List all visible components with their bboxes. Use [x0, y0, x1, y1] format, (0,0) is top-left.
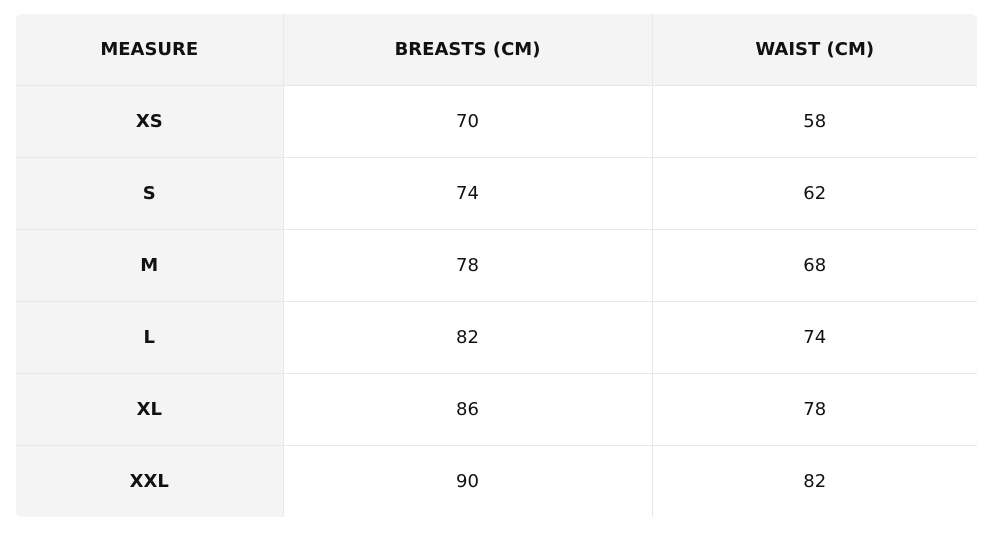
table-cell: 82	[803, 471, 827, 492]
size-label: XXL	[16, 445, 284, 517]
table-cell: 86	[283, 373, 653, 446]
header-cell: WAIST (CM)	[652, 14, 977, 86]
table-cell: 74	[283, 157, 653, 230]
table-cell: 68	[652, 229, 977, 302]
table-cell: 62	[652, 157, 977, 230]
table-row: XXL 90 82	[16, 445, 977, 517]
header-row: MEASURE BREASTS (CM) WAIST (CM)	[16, 14, 977, 86]
table-row: L 82 74	[16, 301, 977, 374]
table-cell: 90	[283, 445, 653, 517]
table-cell: 82	[283, 301, 653, 374]
table-row: XS 70 58	[16, 85, 977, 158]
size-label: XL	[16, 373, 284, 446]
size-label: L	[16, 301, 284, 374]
header-cell: MEASURE	[16, 14, 284, 86]
table-cell: 78	[652, 373, 977, 446]
size-table-container: MEASURE BREASTS (CM) WAIST (CM) XS 70 58 S 74 6…	[16, 14, 977, 517]
size-label: S	[16, 157, 284, 230]
table-row: S 74 62	[16, 157, 977, 230]
table-row: M 78 68	[16, 229, 977, 302]
table-body: XS 70 58 S 74 62 M 78 68 L 82 74 XL 86 78 XXL 90 82	[16, 85, 977, 517]
table-cell: 74	[652, 301, 977, 374]
header-cell: BREASTS (CM)	[283, 14, 653, 86]
size-table: MEASURE BREASTS (CM) WAIST (CM) XS 70 58 S 74 6…	[16, 14, 977, 517]
table-cell: 58	[652, 85, 977, 158]
table-cell: 78	[283, 229, 653, 302]
table-cell: 70	[283, 85, 653, 158]
table-row: XL 86 78	[16, 373, 977, 446]
size-label: XS	[16, 85, 284, 158]
size-label: M	[16, 229, 284, 302]
